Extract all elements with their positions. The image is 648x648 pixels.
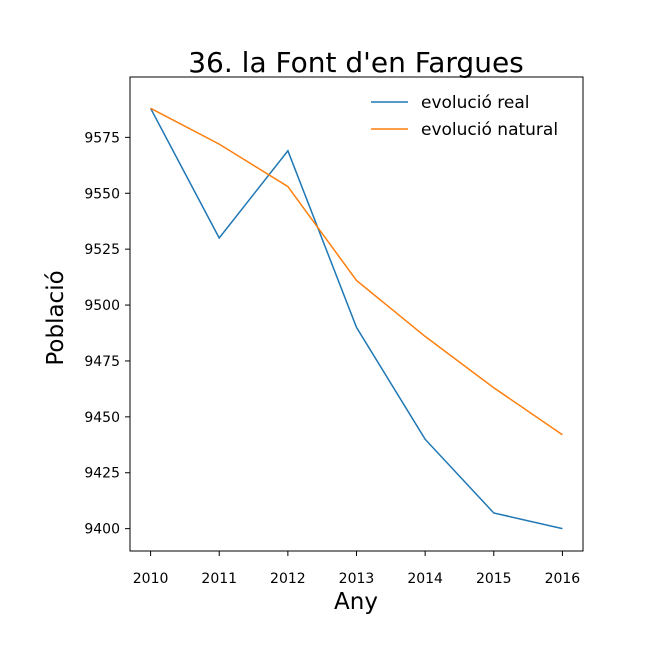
- x-tick-label: 2014: [407, 571, 443, 587]
- x-tick-label: 2013: [339, 571, 375, 587]
- x-tick-label: 2016: [545, 571, 581, 587]
- y-tick-label: 9425: [84, 466, 120, 482]
- x-tick-label: 2011: [201, 571, 237, 587]
- legend-label-1: evolució natural: [421, 120, 558, 140]
- y-tick-label: 9450: [84, 410, 120, 426]
- y-tick-label: 9475: [84, 354, 120, 370]
- series-group: [149, 107, 563, 530]
- y-tick-label: 9500: [84, 298, 120, 314]
- series-line-0: [149, 107, 563, 530]
- legend-label-0: evolució real: [421, 93, 530, 113]
- x-axis-label: Any: [334, 589, 378, 615]
- x-tick-label: 2012: [270, 571, 306, 587]
- chart-title: 36. la Font d'en Fargues: [188, 46, 524, 79]
- y-tick-label: 9400: [84, 522, 120, 538]
- x-tick-label: 2010: [133, 571, 169, 587]
- y-tick-label: 9550: [84, 186, 120, 202]
- x-axis: 2010 2011 2012 2013 2014 2015 2016: [133, 551, 581, 587]
- x-tick-label: 2015: [476, 571, 512, 587]
- legend: evolució real evolució natural: [371, 93, 558, 140]
- y-axis-label: Població: [43, 270, 69, 365]
- plot-frame: [129, 76, 584, 552]
- y-tick-label: 9525: [84, 242, 120, 258]
- y-tick-label: 9575: [84, 130, 120, 146]
- series-line-1: [150, 107, 563, 436]
- y-axis: 9400 9425 9450 9475 9500 9525 9550 9575: [84, 130, 130, 538]
